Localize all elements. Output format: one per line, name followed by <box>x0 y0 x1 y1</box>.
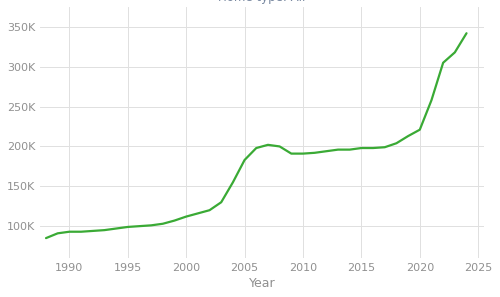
X-axis label: Year: Year <box>249 277 276 290</box>
Text: Home type: All: Home type: All <box>218 0 306 4</box>
